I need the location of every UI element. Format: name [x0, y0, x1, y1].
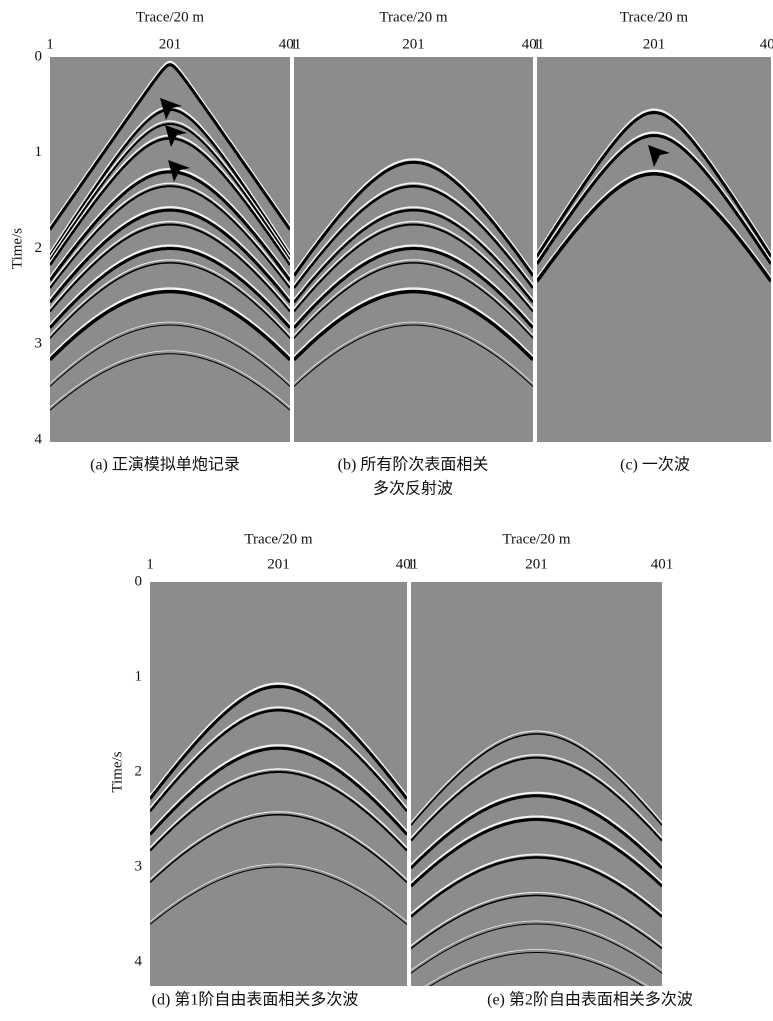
caption: (d) 第1阶自由表面相关多次波	[152, 991, 359, 1009]
x-tick-label: 1	[146, 556, 154, 572]
caption: 多次反射波	[373, 480, 453, 498]
x-tick-label: 201	[159, 36, 182, 52]
x-tick-label: 401	[760, 36, 773, 52]
x-tick-label: 1	[407, 556, 415, 572]
x-tick-label: 401	[651, 556, 674, 572]
seismic-panel	[150, 582, 407, 986]
seismic-panel	[50, 57, 290, 442]
caption: (c) 一次波	[620, 456, 690, 474]
x-tick-label: 1	[290, 36, 298, 52]
x-tick-label: 201	[267, 556, 290, 572]
y-tick-label: 2	[35, 240, 43, 256]
page: Trace/20 m120140101234Time/s(a) 正演模拟单炮记录…	[0, 0, 773, 1021]
x-axis-label: Trace/20 m	[502, 531, 571, 547]
y-axis-label: Time/s	[109, 751, 125, 792]
seismic-panel	[294, 57, 533, 442]
y-tick-label: 0	[135, 573, 143, 589]
panel-background	[150, 582, 407, 986]
y-tick-label: 2	[135, 763, 143, 779]
y-tick-label: 3	[35, 336, 43, 352]
y-tick-label: 3	[135, 858, 143, 874]
caption: (a) 正演模拟单炮记录	[90, 456, 240, 474]
x-tick-label: 201	[643, 36, 666, 52]
x-axis-label: Trace/20 m	[379, 9, 448, 25]
caption: (e) 第2阶自由表面相关多次波	[487, 991, 693, 1009]
panel-background	[537, 57, 771, 442]
caption: (b) 所有阶次表面相关	[338, 456, 489, 474]
x-tick-label: 1	[533, 36, 541, 52]
y-axis-label: Time/s	[9, 228, 25, 269]
y-tick-label: 1	[135, 668, 143, 684]
x-axis-label: Trace/20 m	[136, 9, 205, 25]
y-tick-label: 4	[135, 953, 143, 969]
x-axis-label: Trace/20 m	[620, 9, 689, 25]
seismic-panel	[537, 57, 771, 442]
seismic-panel	[411, 582, 662, 998]
figure: Trace/20 m120140101234Time/s(a) 正演模拟单炮记录…	[0, 0, 773, 1016]
x-tick-label: 201	[402, 36, 425, 52]
y-tick-label: 0	[35, 48, 43, 64]
y-tick-label: 4	[35, 431, 43, 447]
x-tick-label: 201	[525, 556, 548, 572]
y-tick-label: 1	[35, 144, 43, 160]
x-axis-label: Trace/20 m	[244, 531, 313, 547]
x-tick-label: 1	[46, 36, 54, 52]
